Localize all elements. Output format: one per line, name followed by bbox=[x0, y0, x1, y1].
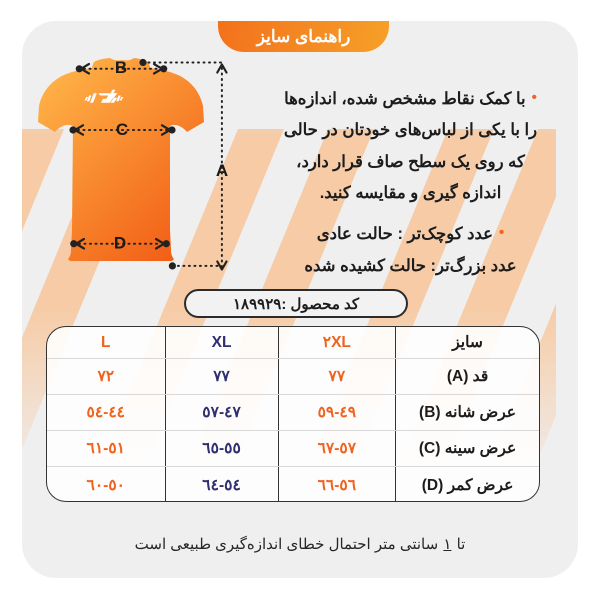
svg-text:C: C bbox=[116, 120, 128, 139]
svg-text:D: D bbox=[114, 234, 126, 253]
svg-text:B: B bbox=[115, 58, 127, 77]
svg-text:A: A bbox=[216, 161, 228, 180]
